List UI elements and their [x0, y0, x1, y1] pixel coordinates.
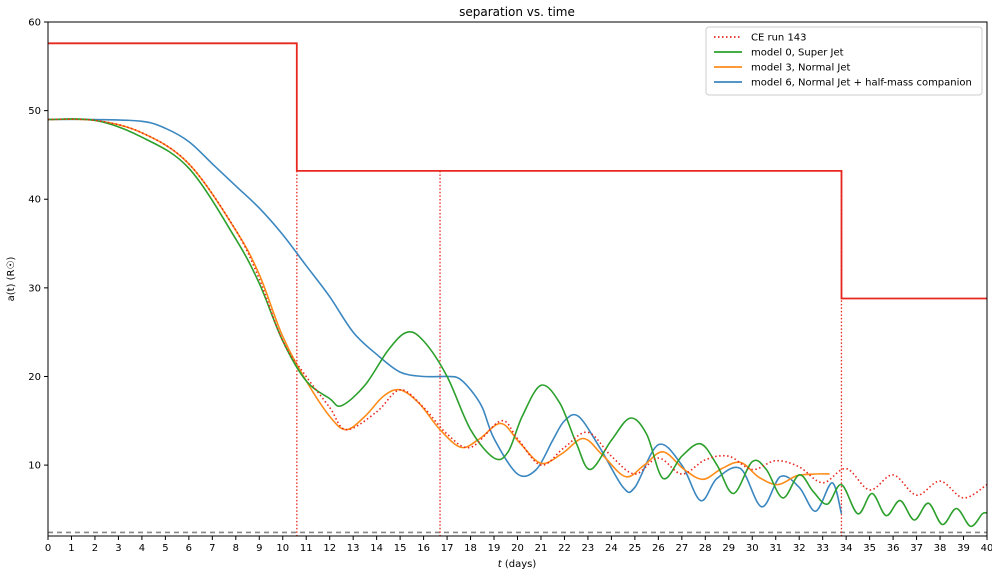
- x-tick-label-32: 32: [793, 543, 806, 554]
- x-tick-label-22: 22: [558, 543, 571, 554]
- x-tick-label-24: 24: [605, 543, 618, 554]
- y-tick-label-0: 10: [28, 461, 41, 472]
- x-tick-label-39: 39: [957, 543, 970, 554]
- x-tick-label-2: 2: [92, 543, 98, 554]
- x-tick-label-17: 17: [441, 543, 454, 554]
- y-tick-label-2: 30: [28, 283, 41, 294]
- series-line-2: [48, 118, 830, 486]
- series-line-0: [48, 118, 987, 499]
- x-axis: 0 1 2 3 4 5 6 7 8 9 10 11 12 13 14 15 16 17 18 19 20 21 22 23 24…: [45, 536, 992, 554]
- x-tick-label-7: 7: [209, 543, 215, 554]
- y-tick-label-5: 60: [28, 18, 41, 29]
- y-axis-label: a(t) (R☉): [6, 257, 17, 302]
- x-tick-label-28: 28: [699, 543, 712, 554]
- x-tick-label-15: 15: [394, 543, 407, 554]
- x-tick-label-12: 12: [323, 543, 336, 554]
- y-axis: 10 20 30 40 50 60: [28, 18, 48, 472]
- x-tick-label-26: 26: [652, 543, 665, 554]
- series-layer: [48, 42, 987, 536]
- legend-label-1: model 0, Super Jet: [751, 48, 844, 59]
- x-tick-label-27: 27: [675, 543, 688, 554]
- series-line-3: [48, 118, 843, 515]
- x-tick-label-9: 9: [256, 543, 262, 554]
- x-tick-label-14: 14: [370, 543, 383, 554]
- x-tick-label-21: 21: [535, 543, 548, 554]
- x-tick-label-40: 40: [981, 543, 992, 554]
- legend: CE run 143 model 0, Super Jet model 3, Nor…: [705, 26, 983, 96]
- x-tick-label-34: 34: [840, 543, 853, 554]
- chart-title: separation vs. time: [459, 5, 575, 19]
- y-tick-label-1: 20: [28, 372, 41, 383]
- x-tick-label-29: 29: [722, 543, 735, 554]
- y-tick-label-3: 40: [28, 195, 41, 206]
- x-tick-label-38: 38: [934, 543, 947, 554]
- x-tick-label-36: 36: [887, 543, 900, 554]
- x-tick-label-35: 35: [863, 543, 876, 554]
- x-tick-label-1: 1: [68, 543, 74, 554]
- series-line-1: [48, 118, 987, 528]
- x-tick-label-25: 25: [629, 543, 642, 554]
- x-tick-label-8: 8: [233, 543, 239, 554]
- x-tick-label-31: 31: [769, 543, 782, 554]
- x-tick-label-5: 5: [162, 543, 168, 554]
- x-tick-label-33: 33: [816, 543, 829, 554]
- legend-label-2: model 3, Normal Jet: [751, 63, 850, 74]
- legend-label-0: CE run 143: [751, 33, 807, 44]
- legend-box: [705, 26, 983, 96]
- plot-frame: [47, 21, 988, 537]
- x-tick-label-20: 20: [511, 543, 524, 554]
- x-axis-label: t (days): [498, 559, 537, 570]
- x-tick-label-11: 11: [300, 543, 313, 554]
- plot-area: [47, 21, 988, 537]
- ce-step-line: [48, 42, 987, 300]
- x-tick-label-10: 10: [276, 543, 289, 554]
- x-tick-label-19: 19: [488, 543, 501, 554]
- x-tick-label-6: 6: [186, 543, 192, 554]
- x-tick-label-30: 30: [746, 543, 759, 554]
- x-tick-label-4: 4: [139, 543, 145, 554]
- x-tick-label-3: 3: [115, 543, 121, 554]
- x-tick-label-18: 18: [464, 543, 477, 554]
- y-tick-label-4: 50: [28, 106, 41, 117]
- x-tick-label-23: 23: [582, 543, 595, 554]
- x-tick-label-0: 0: [45, 543, 51, 554]
- legend-label-3: model 6, Normal Jet + half-mass companio…: [751, 78, 972, 89]
- x-tick-label-13: 13: [347, 543, 360, 554]
- x-tick-label-16: 16: [417, 543, 430, 554]
- x-tick-label-37: 37: [910, 543, 923, 554]
